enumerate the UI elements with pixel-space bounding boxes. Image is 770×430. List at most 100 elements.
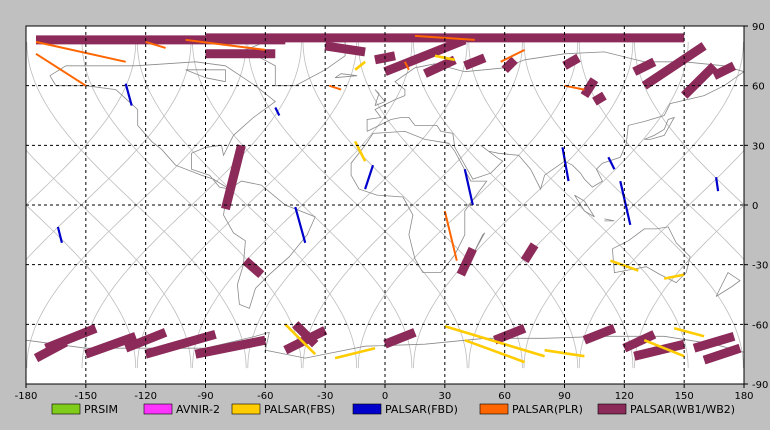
lon-tick-label: 150: [675, 391, 694, 402]
coastline: [644, 116, 676, 140]
orbit-track: [136, 41, 358, 369]
swath-mark: [609, 259, 639, 272]
swath-mark: [283, 326, 328, 355]
swath-mark: [144, 329, 217, 359]
swath-mark: [353, 140, 367, 162]
lat-tick-label: 60: [752, 82, 765, 93]
swath-mark: [354, 60, 366, 71]
swath-mark: [712, 61, 737, 80]
swath-mark: [500, 49, 526, 63]
swath-mark: [643, 338, 685, 358]
swath-mark: [194, 335, 267, 359]
swath-mark: [520, 242, 539, 264]
orbit-track: [81, 41, 302, 369]
swath-mark: [493, 324, 527, 345]
swath-mark: [633, 339, 686, 361]
legend-item: PALSAR(PLR): [479, 403, 583, 416]
swath-mark: [185, 38, 266, 51]
legend-swatch: [51, 403, 81, 415]
coastline: [350, 130, 488, 273]
coastline: [612, 226, 691, 284]
legend-label: PRSIM: [84, 403, 118, 416]
lon-tick-label: -60: [257, 391, 273, 402]
swath-mark: [561, 147, 570, 182]
swath-mark: [444, 325, 545, 358]
orbit-track: [634, 41, 744, 206]
swath-mark: [124, 83, 133, 106]
lon-tick-label: 90: [558, 391, 571, 402]
observation-swaths: [33, 33, 742, 365]
legend-label: PALSAR(FBS): [264, 403, 335, 416]
series-palsar-fbd-: [56, 83, 720, 244]
swath-mark: [580, 77, 599, 98]
legend-item: AVNIR-2: [143, 403, 220, 416]
swath-mark: [619, 180, 632, 226]
swath-mark: [582, 324, 617, 345]
swath-mark: [544, 348, 585, 358]
swath-mark: [423, 55, 457, 78]
swath-mark: [284, 323, 317, 356]
swath-mark: [681, 62, 718, 99]
legend-label: PALSAR(FBD): [385, 403, 458, 416]
lat-tick-label: 90: [752, 22, 765, 33]
coastline: [334, 73, 358, 79]
lon-tick-label: -150: [74, 391, 97, 402]
legend-item: PALSAR(FBD): [352, 403, 458, 416]
lon-tick-label: 0: [382, 391, 388, 402]
swath-mark: [56, 226, 63, 244]
swath-mark: [383, 35, 467, 76]
swath-mark: [622, 330, 657, 353]
swath-mark: [84, 332, 138, 359]
legend-swatch: [231, 403, 261, 415]
legend-label: AVNIR-2: [176, 403, 220, 416]
lon-tick-label: 180: [734, 391, 753, 402]
legend-label: PALSAR(PLR): [512, 403, 583, 416]
swath-mark: [501, 56, 518, 73]
swath-mark: [274, 107, 281, 116]
swath-mark: [294, 206, 307, 244]
coastline: [574, 194, 595, 218]
map-plot-area: [25, 25, 745, 385]
swath-mark: [414, 34, 475, 41]
swath-mark: [324, 41, 366, 57]
swath-mark: [328, 84, 342, 91]
legend-swatch: [143, 403, 173, 415]
orbit-track: [26, 41, 137, 206]
orbit-track: [634, 204, 744, 369]
swath-mark: [692, 331, 736, 353]
axis-ticks: -180 -150 -120 -90 -60 -30 0 30 60 90 120 150 180 90 6…: [15, 22, 769, 402]
lon-tick-label: 30: [438, 391, 451, 402]
swath-mark: [334, 346, 376, 360]
swath-mark: [464, 338, 526, 364]
swath-mark: [242, 257, 265, 278]
lon-tick-label: -120: [134, 391, 157, 402]
lat-tick-label: 0: [752, 201, 758, 212]
series-palsar-plr-: [35, 34, 585, 261]
legend-swatch: [597, 403, 627, 415]
swath-mark: [404, 61, 410, 71]
coastline: [223, 180, 316, 309]
legend-item: PALSAR(WB1/WB2): [597, 403, 735, 416]
swath-mark: [145, 40, 166, 49]
lon-tick-label: 120: [615, 391, 634, 402]
lon-tick-label: -30: [317, 391, 333, 402]
swath-mark: [364, 164, 375, 190]
coastline: [472, 232, 486, 255]
swath-mark: [463, 53, 487, 70]
legend: PRSIM AVNIR-2 PALSAR(FBS) PALSAR(FBD) PALSAR…: [51, 403, 735, 416]
swath-mark: [35, 52, 87, 87]
lon-tick-label: 60: [498, 391, 511, 402]
legend-label: PALSAR(WB1/WB2): [630, 403, 735, 416]
orbit-track: [26, 204, 137, 369]
swath-mark: [456, 246, 477, 277]
swath-mark: [663, 273, 685, 280]
lat-tick-label: -30: [752, 261, 768, 272]
lat-tick-label: -60: [752, 320, 768, 331]
swath-mark: [383, 328, 417, 349]
coastline: [374, 89, 386, 106]
swath-mark: [592, 91, 607, 106]
legend-swatch: [479, 403, 509, 415]
swath-mark: [443, 210, 458, 261]
lat-tick-label: -90: [752, 380, 768, 391]
